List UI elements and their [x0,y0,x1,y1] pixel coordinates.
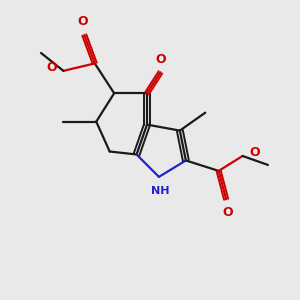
Text: O: O [249,146,260,160]
Text: O: O [77,16,88,28]
Text: NH: NH [151,186,170,197]
Text: O: O [46,61,57,74]
Text: O: O [222,206,233,219]
Text: O: O [155,53,166,66]
